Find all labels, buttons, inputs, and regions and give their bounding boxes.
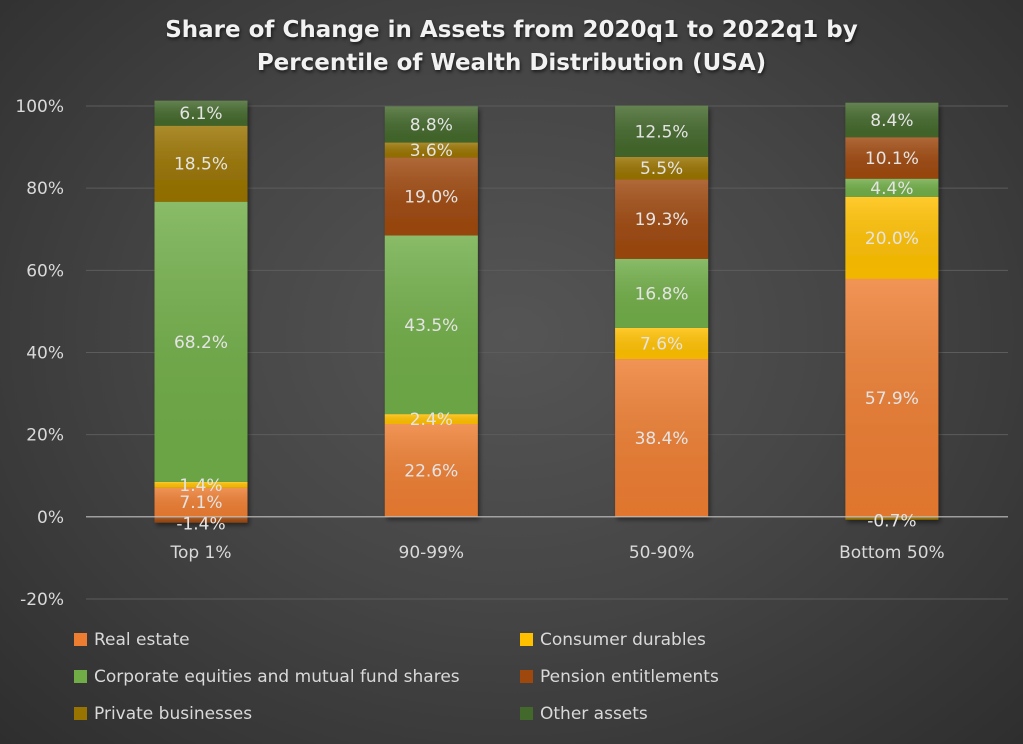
- data-label: 2.4%: [410, 410, 453, 430]
- legend-label: Other assets: [540, 703, 648, 724]
- legend-item: Consumer durables: [520, 626, 794, 653]
- legend-swatch: [74, 707, 87, 720]
- data-label: 43.5%: [404, 316, 458, 336]
- legend-item: Real estate: [74, 626, 520, 653]
- bar-segment-shading: [615, 179, 709, 259]
- bar-segment-shading: [384, 235, 478, 415]
- y-axis-tick-labels: 100% 80% 60% 40% 20% 0% -20%: [15, 97, 64, 610]
- chart-title-line-2: Percentile of Wealth Distribution (USA): [256, 50, 767, 76]
- bar-stack: [845, 102, 939, 520]
- data-label: 5.5%: [640, 159, 683, 179]
- legend-label: Private businesses: [94, 703, 253, 724]
- data-label: 22.6%: [404, 461, 458, 481]
- data-label: 68.2%: [174, 333, 228, 353]
- bar-segment-shading: [845, 102, 939, 138]
- legend-item: Private businesses: [74, 700, 520, 727]
- data-label: 8.4%: [870, 111, 913, 131]
- bar-segment-shading: [615, 105, 709, 157]
- data-label: 16.8%: [635, 284, 689, 304]
- bar-segment-shading: [615, 359, 709, 517]
- y-tick-label: -20%: [20, 590, 64, 610]
- data-label: 57.9%: [865, 389, 919, 409]
- legend-label: Corporate equities and mutual fund share…: [94, 666, 460, 687]
- legend-item: Corporate equities and mutual fund share…: [74, 663, 520, 690]
- legend-swatch: [520, 670, 533, 683]
- data-label: 3.6%: [410, 141, 453, 161]
- bar-segment-shading: [615, 258, 709, 328]
- legend: Real estate Consumer durables Corporate eq…: [74, 626, 794, 727]
- legend-swatch: [74, 633, 87, 646]
- legend-label: Real estate: [94, 629, 190, 650]
- data-label: 4.4%: [870, 179, 913, 199]
- bar-segment-shading: [154, 516, 248, 523]
- data-label: 6.1%: [179, 104, 222, 124]
- data-label: 7.1%: [179, 493, 222, 513]
- legend-item: Other assets: [520, 700, 794, 727]
- legend-swatch: [520, 707, 533, 720]
- bar-segment-shading: [845, 178, 939, 197]
- y-tick-label: 80%: [26, 179, 64, 199]
- bar-segment-shading: [154, 100, 248, 126]
- y-tick-label: 0%: [37, 508, 64, 528]
- data-label: 18.5%: [174, 155, 228, 175]
- bar-segment-shading: [384, 414, 478, 424]
- y-tick-label: 20%: [26, 426, 64, 446]
- y-tick-label: 100%: [15, 97, 64, 117]
- data-label: 38.4%: [635, 429, 689, 449]
- x-category-label: 90-99%: [399, 543, 465, 563]
- bar-segment-shading: [384, 157, 478, 236]
- bar-stack: [154, 100, 248, 523]
- bar-segment-shading: [384, 106, 478, 143]
- bar-segment-shading: [384, 142, 478, 158]
- x-category-label: Bottom 50%: [839, 543, 945, 563]
- data-label: 8.8%: [410, 115, 453, 135]
- bar-stack: [384, 106, 478, 517]
- data-label: 19.3%: [635, 210, 689, 230]
- bar-segment-shading: [615, 156, 709, 180]
- bar-segment-shading: [845, 516, 939, 520]
- bar-segment-shading: [845, 278, 939, 517]
- chart-title-line-1: Share of Change in Assets from 2020q1 to…: [165, 17, 858, 43]
- data-label: 10.1%: [865, 149, 919, 169]
- bar-segment-shading: [615, 327, 709, 360]
- y-tick-label: 60%: [26, 261, 64, 281]
- bar-segment-shading: [154, 201, 248, 482]
- data-label: 19.0%: [404, 187, 458, 207]
- legend-swatch: [520, 633, 533, 646]
- data-label: -0.7%: [867, 512, 916, 532]
- data-label: 1.4%: [179, 476, 222, 496]
- bar-segment-shading: [154, 481, 248, 488]
- data-labels: 7.1%1.4% 68.2% -1.4% 18.5% 6.1% 22.6% 2.4% 43.5…: [174, 104, 919, 534]
- y-tick-label: 40%: [26, 344, 64, 364]
- data-label: -1.4%: [176, 515, 225, 535]
- data-label: 20.0%: [865, 229, 919, 249]
- bar-segment-shading: [845, 196, 939, 279]
- bar-segment-shading: [154, 125, 248, 202]
- legend-item: Pension entitlements: [520, 663, 794, 690]
- bar-segment-shading: [845, 137, 939, 179]
- chart-title: Share of Change in Assets from 2020q1 to…: [0, 14, 1023, 80]
- bar-segment-shading: [154, 487, 248, 517]
- data-label: 7.6%: [640, 334, 683, 354]
- x-axis-category-labels: Top 1% 90-99% 50-90% Bottom 50%: [169, 543, 944, 563]
- bar-stack: [615, 105, 709, 517]
- x-category-label: 50-90%: [629, 543, 695, 563]
- legend-swatch: [74, 670, 87, 683]
- bar-segment-shading: [384, 423, 478, 517]
- legend-label: Pension entitlements: [540, 666, 719, 687]
- bars: [154, 100, 939, 523]
- x-category-label: Top 1%: [169, 543, 231, 563]
- data-label: 12.5%: [635, 122, 689, 142]
- legend-label: Consumer durables: [540, 629, 706, 650]
